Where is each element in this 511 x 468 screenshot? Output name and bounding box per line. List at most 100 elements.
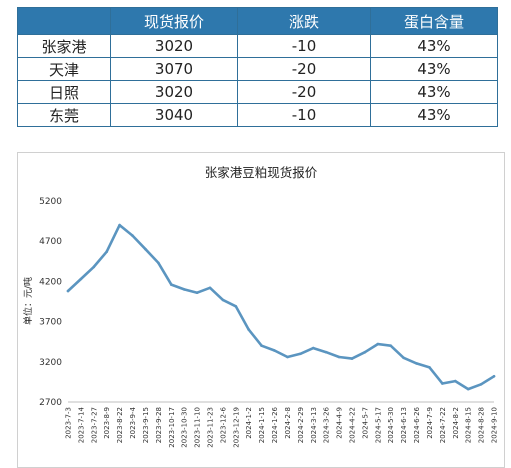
x-tick-label: 2023-12-6 <box>219 406 227 443</box>
header-cell-region <box>17 7 111 35</box>
table-row: 东莞 3040 -10 43% <box>17 103 498 127</box>
data-point <box>260 344 263 347</box>
x-tick-label: 2023-7-14 <box>77 406 85 443</box>
table-cell-change: -10 <box>237 34 371 58</box>
data-point <box>195 291 199 294</box>
x-tick-label: 2023-11-23 <box>207 407 215 448</box>
header-cell-protein: 蛋白含量 <box>370 7 498 35</box>
data-point <box>299 352 302 356</box>
x-tick-label: 2023-11-10 <box>194 407 202 448</box>
data-point <box>79 277 83 281</box>
table-header-row: 现货报价 涨跌 蛋白含量 <box>17 7 498 35</box>
x-tick-label: 2024-6-26 <box>413 406 421 443</box>
table-row: 张家港 3020 -10 43% <box>17 34 498 58</box>
data-point <box>273 349 276 352</box>
x-tick-label: 2023-10-17 <box>168 407 176 448</box>
table-cell-protein: 43% <box>370 80 498 104</box>
x-tick-label: 2023-9-4 <box>129 406 137 438</box>
data-point <box>144 247 147 251</box>
data-point <box>157 261 160 265</box>
x-tick-label: 2023-9-28 <box>155 407 163 443</box>
table-cell-region: 天津 <box>17 57 111 81</box>
data-point <box>363 350 367 354</box>
data-point <box>234 305 238 308</box>
x-tick-label: 2023-10-30 <box>181 407 189 448</box>
data-point <box>105 250 108 253</box>
table-cell-region: 日照 <box>17 80 111 104</box>
y-tick-label: 3200 <box>39 358 62 368</box>
price-table: 现货报价 涨跌 蛋白含量 张家港 3020 -10 43% 天津 3070 -2… <box>17 7 498 127</box>
table-cell-price: 3020 <box>110 80 238 104</box>
data-point <box>441 382 444 385</box>
table-cell-region: 东莞 <box>17 103 111 127</box>
x-tick-label: 2024-1-15 <box>258 407 266 443</box>
x-tick-label: 2023-9-15 <box>142 407 150 443</box>
x-tick-label: 2024-5-7 <box>361 407 369 439</box>
data-point <box>479 383 483 386</box>
x-tick-label: 2024-4-22 <box>349 407 357 443</box>
table-cell-change: -20 <box>237 57 371 81</box>
x-tick-label: 2024-7-9 <box>426 407 434 439</box>
header-cell-change: 涨跌 <box>237 7 371 35</box>
line-chart: 张家港豆粕现货报价 单位：元/吨 2700 3200 3700 4200 4700 520… <box>22 165 499 448</box>
y-tick-label: 5200 <box>39 197 62 207</box>
data-point <box>312 346 315 350</box>
data-point <box>182 288 186 291</box>
data-point <box>402 356 405 360</box>
data-point <box>350 357 354 360</box>
data-point <box>324 350 328 354</box>
x-tick-label: 2023-7-27 <box>90 407 98 443</box>
table-row: 天津 3070 -20 43% <box>17 57 498 81</box>
data-point <box>376 342 380 346</box>
table-cell-price: 3070 <box>110 57 238 81</box>
data-point <box>428 366 431 369</box>
y-axis-label: 单位：元/吨 <box>22 277 34 325</box>
x-tick-label: 2024-7-22 <box>439 407 447 443</box>
series-line <box>66 223 496 391</box>
data-point <box>415 362 418 365</box>
y-tick-label: 3700 <box>39 318 62 328</box>
table-cell-protein: 43% <box>370 103 498 127</box>
table-cell-change: -20 <box>237 80 371 104</box>
data-point <box>492 375 496 378</box>
data-point <box>170 283 173 286</box>
x-tick-label: 2024-3-13 <box>310 407 318 443</box>
x-tick-label: 2024-8-28 <box>478 407 486 443</box>
table-cell-price: 3040 <box>110 103 238 127</box>
x-tick-label: 2023-7-3 <box>65 407 73 439</box>
chart-title: 张家港豆粕现货报价 <box>205 165 318 180</box>
data-point <box>389 344 393 347</box>
x-tick-label: 2024-8-15 <box>465 407 473 443</box>
data-point <box>92 265 96 269</box>
x-tick-label: 2023-12-19 <box>232 407 240 448</box>
x-tick-label: 2024-8-2 <box>452 407 460 439</box>
x-tick-label: 2024-1-26 <box>271 406 279 443</box>
data-point <box>286 355 289 359</box>
x-tick-label: 2023-8-22 <box>116 407 124 443</box>
table-row: 日照 3020 -20 43% <box>17 80 498 104</box>
chart-container: 张家港豆粕现货报价 单位：元/吨 2700 3200 3700 4200 4700 520… <box>17 152 505 468</box>
data-point <box>337 355 341 359</box>
x-tick-label: 2024-2-29 <box>297 407 305 443</box>
table-cell-price: 3020 <box>110 34 238 58</box>
x-tick-label: 2024-4-9 <box>336 407 344 439</box>
header-cell-spot-price: 现货报价 <box>110 7 238 35</box>
data-point <box>118 223 121 227</box>
data-point <box>454 379 457 383</box>
data-point <box>221 298 225 302</box>
table-cell-protein: 43% <box>370 34 498 58</box>
x-tick-label: 2024-5-30 <box>387 407 395 443</box>
x-tick-label: 2024-1-2 <box>245 407 253 439</box>
x-tick-label: 2023-8-9 <box>103 407 111 439</box>
table-cell-region: 张家港 <box>17 34 111 58</box>
data-point <box>466 387 470 391</box>
y-tick-label: 2700 <box>39 398 62 408</box>
data-point <box>66 289 70 293</box>
data-point <box>208 286 212 290</box>
data-point <box>131 234 134 237</box>
x-tick-label: 2024-2-8 <box>284 407 292 439</box>
y-tick-label: 4200 <box>39 277 62 287</box>
x-tick-label: 2024-6-13 <box>400 407 408 443</box>
table-cell-change: -10 <box>237 103 371 127</box>
y-tick-label: 4700 <box>39 237 62 247</box>
